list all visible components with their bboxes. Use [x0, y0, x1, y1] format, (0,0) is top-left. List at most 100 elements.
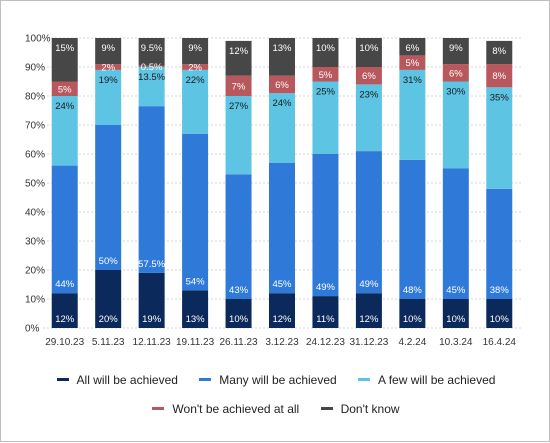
x-tick-label: 29.10.23 [45, 337, 84, 348]
data-label: 31% [403, 75, 423, 86]
data-label: 6% [362, 71, 376, 82]
data-label: 2% [188, 63, 202, 74]
x-tick-label: 16.4.24 [483, 337, 517, 348]
bar-segment [486, 299, 513, 328]
bar-segment [312, 67, 339, 82]
bar-segment [182, 38, 209, 65]
bar-segment [182, 133, 209, 291]
data-label: 48% [403, 285, 423, 296]
legend-swatch-few-achieved [358, 378, 371, 382]
legend-item-many-achieved: Many will be achieved [199, 373, 337, 387]
data-label: 45% [446, 285, 466, 296]
bar-segment [312, 154, 339, 297]
x-tick-label: 10.3.24 [439, 337, 473, 348]
data-label: 11% [316, 314, 335, 325]
bar-segment [51, 165, 78, 294]
legend-label-all-achieved: All will be achieved [76, 373, 178, 387]
y-tick-label: 30% [25, 237, 45, 248]
bar-segment [138, 38, 165, 66]
data-label: 6% [405, 43, 419, 54]
data-label: 6% [449, 68, 463, 79]
bar-segment [312, 296, 339, 328]
bar-segment [95, 270, 122, 328]
data-label: 6% [275, 80, 289, 91]
x-tick-label: 31.12.23 [349, 337, 388, 348]
data-label: 19% [142, 314, 162, 325]
legend-swatch-dont-know [320, 407, 333, 411]
x-tick-label: 19.11.23 [176, 337, 215, 348]
data-label: 24% [55, 101, 75, 112]
bar-segment [312, 38, 339, 67]
data-label: 27% [229, 101, 249, 112]
data-label: 49% [359, 279, 379, 290]
data-label: 43% [229, 285, 249, 296]
data-label: 10% [403, 314, 423, 325]
bar-segment [95, 64, 122, 70]
bar-segment [225, 96, 252, 175]
data-label: 13.5% [138, 72, 165, 83]
data-label: 45% [272, 279, 292, 290]
bar-segment [312, 81, 339, 154]
data-label: 10% [229, 314, 249, 325]
data-label: 44% [55, 279, 75, 290]
bar-segment [399, 38, 426, 56]
data-label: 9.5% [141, 43, 163, 54]
bar-segment [399, 159, 426, 299]
x-tick-label: 26.11.23 [219, 337, 258, 348]
legend-row-2: Won't be achieved at all Don't know [1, 402, 550, 416]
y-tick-label: 50% [25, 179, 45, 190]
legend-swatch-many-achieved [199, 378, 212, 382]
bar-segment [399, 69, 426, 160]
y-tick-label: 100% [25, 34, 51, 45]
data-label: 8% [492, 71, 506, 82]
bar-segment [51, 96, 78, 166]
bar-segment [269, 75, 295, 94]
bar-segment [355, 67, 382, 85]
data-label: 7% [232, 81, 246, 92]
bar-segment [138, 67, 165, 107]
bar-segment [355, 293, 382, 328]
bar-segment [51, 38, 78, 82]
data-label: 9% [188, 43, 202, 54]
data-label: 2% [101, 63, 115, 74]
data-label: 25% [316, 87, 336, 98]
data-label: 24% [272, 98, 292, 109]
data-label: 15% [55, 43, 75, 54]
legend-row-1: All will be achieved Many will be achiev… [1, 373, 550, 387]
bar-segment [442, 64, 469, 82]
bar-segment [138, 65, 165, 67]
x-tick-label: 12.11.23 [133, 337, 172, 348]
bar-segment [486, 188, 513, 299]
y-tick-label: 70% [25, 121, 45, 132]
data-label: 23% [359, 89, 379, 100]
data-label: 19% [99, 75, 119, 86]
bar-segment [269, 38, 295, 76]
legend-swatch-all-achieved [56, 378, 69, 382]
bar-segment [182, 64, 209, 70]
bar-segment [399, 55, 426, 70]
legend-item-not-achieved: Won't be achieved at all [152, 402, 299, 416]
x-tick-label: 3.12.23 [265, 337, 299, 348]
data-label: 12% [229, 46, 249, 57]
data-label: 12% [55, 314, 75, 325]
bar-segment [138, 272, 165, 328]
data-label: 20% [99, 314, 119, 325]
data-label: 10% [490, 314, 510, 325]
data-label: 50% [99, 256, 119, 267]
data-label: 13% [186, 314, 206, 325]
bar-segment [182, 290, 209, 328]
bar-segment [269, 293, 295, 328]
data-label: 8% [492, 46, 506, 57]
y-tick-label: 20% [25, 266, 45, 277]
legend-item-dont-know: Don't know [320, 402, 400, 416]
data-label: 5% [58, 84, 72, 95]
bar-segment [51, 293, 78, 328]
y-tick-label: 90% [25, 63, 45, 74]
data-label: 5% [405, 58, 419, 69]
bar-segment [269, 93, 295, 163]
bar-segment [225, 40, 252, 76]
legend-label-not-achieved: Won't be achieved at all [172, 402, 300, 416]
bar-segment [486, 87, 513, 189]
bar-segment [442, 81, 469, 169]
